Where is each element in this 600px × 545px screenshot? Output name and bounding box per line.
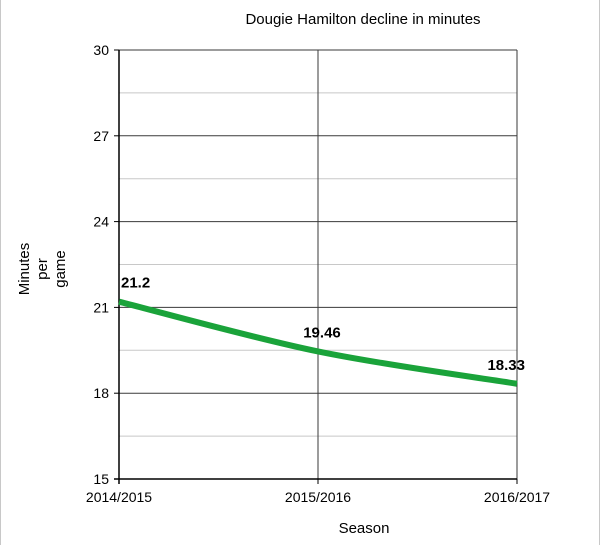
chart-title: Dougie Hamilton decline in minutes <box>245 11 480 28</box>
y-tick-label: 24 <box>93 214 109 230</box>
y-axis-label-line: Minutes <box>16 243 33 296</box>
axes <box>114 50 517 484</box>
x-tick-label: 2015/2016 <box>285 489 351 505</box>
x-axis-tick-labels: 2014/2015 2015/2016 2016/2017 <box>86 479 550 505</box>
y-axis-label-line: per <box>34 258 51 280</box>
data-label: 21.2 <box>121 275 150 292</box>
y-tick-label: 21 <box>93 299 109 315</box>
series-layer <box>118 298 518 387</box>
y-tick-label: 15 <box>93 471 109 487</box>
x-tick-label: 2014/2015 <box>86 489 152 505</box>
y-axis-tick-labels: 15 18 21 24 27 30 <box>93 42 119 487</box>
y-axis-label-line: game <box>52 250 69 288</box>
x-axis-label: Season <box>339 520 390 537</box>
y-tick-label: 30 <box>93 42 109 58</box>
data-label: 19.46 <box>303 324 341 341</box>
y-tick-label: 18 <box>93 385 109 401</box>
x-tick-label: 2016/2017 <box>484 489 550 505</box>
gridlines <box>118 49 518 480</box>
data-labels: 21.2 19.46 18.33 <box>121 275 525 374</box>
y-tick-label: 27 <box>93 128 109 144</box>
data-label: 18.33 <box>487 357 525 374</box>
y-axis-label: Minutes per game <box>16 243 69 296</box>
